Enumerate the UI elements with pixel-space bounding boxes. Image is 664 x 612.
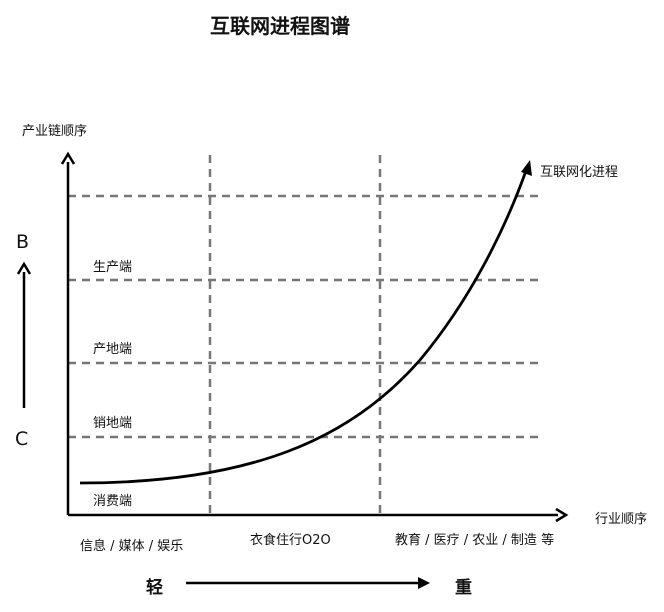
- side-arrow-head: [16, 261, 32, 275]
- x-axis-label: 行业顺序: [595, 512, 648, 527]
- industry-label-media: 信息 / 媒体 / 娱乐: [80, 539, 184, 554]
- vertical-grid-lines: [208, 155, 382, 515]
- curve-arrowhead: [521, 160, 532, 176]
- level-label-sales: 销地端: [93, 416, 133, 431]
- curve-label: 互联网化进程: [540, 165, 619, 180]
- scale-arrow-head: [418, 577, 430, 589]
- side-label-b: B: [16, 231, 30, 253]
- level-label-consumer: 消费端: [93, 494, 133, 509]
- industry-label-heavy: 教育 / 医疗 / 农业 / 制造 等: [395, 533, 555, 548]
- internet-progress-curve: [79, 167, 529, 485]
- scale-label-heavy: 重: [455, 578, 472, 598]
- side-label-c: C: [15, 428, 29, 450]
- scale-label-light: 轻: [146, 578, 163, 598]
- level-label-origin: 产地端: [93, 342, 133, 357]
- x-axis-arrowhead: [555, 507, 569, 523]
- diagram-title: 互联网进程图谱: [210, 14, 350, 38]
- y-axis-label: 产业链顺序: [22, 124, 88, 139]
- level-label-production: 生产端: [93, 260, 133, 275]
- industry-label-o2o: 衣食住行O2O: [250, 533, 331, 548]
- y-axis-arrowhead: [60, 151, 76, 165]
- horizontal-grid-lines: [68, 194, 542, 439]
